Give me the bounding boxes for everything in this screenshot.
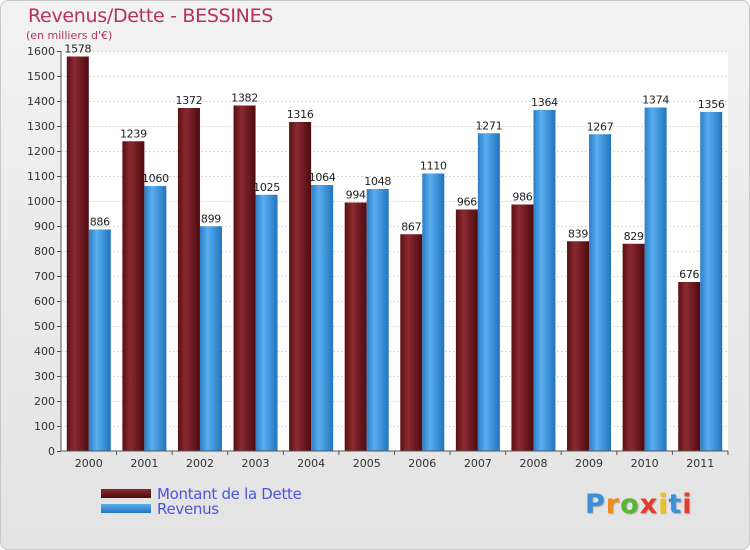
data-label: 1316 (287, 108, 314, 121)
y-tick-label: 300 (34, 370, 55, 383)
data-label: 1110 (420, 160, 447, 173)
logo-letter: t (668, 489, 683, 520)
bar-revenue-2003 (255, 194, 278, 451)
y-tick-label: 1400 (27, 95, 55, 108)
bar-revenue-2006 (422, 173, 445, 451)
bar-debt-2002 (177, 108, 200, 451)
y-tick-label: 0 (48, 445, 55, 458)
x-tick-label: 2010 (631, 457, 659, 470)
bar-debt-2009 (567, 241, 590, 451)
proxiti-logo: Proxiti (585, 489, 693, 520)
chart-subtitle: (en milliers d'€) (26, 29, 113, 42)
data-labels: 1578 886 1239 1060 1372 899 1382 1025 1316 1064 99… (64, 43, 725, 282)
legend-swatch-debt (101, 489, 151, 498)
bar-debt-2007 (455, 209, 478, 451)
data-label: 1356 (698, 98, 725, 111)
data-label: 1064 (309, 171, 336, 184)
logo-letter: i (658, 489, 669, 520)
logo-letter: i (682, 489, 693, 520)
y-tick-label: 900 (34, 220, 55, 233)
x-tick-label: 2002 (186, 457, 214, 470)
bar-revenue-2004 (311, 185, 334, 451)
bar-debt-2006 (400, 234, 423, 451)
data-label: 676 (679, 268, 699, 281)
x-tick-label: 2011 (686, 457, 714, 470)
data-label: 1382 (231, 92, 258, 105)
bar-revenue-2008 (533, 110, 556, 451)
y-tick-label: 200 (34, 395, 55, 408)
bar-debt-2005 (344, 202, 367, 451)
data-label: 1060 (142, 172, 169, 185)
legend-label-debt: Montant de la Dette (157, 485, 302, 503)
y-tick-label: 400 (34, 345, 55, 358)
grid-lines (61, 51, 728, 427)
x-tick-label: 2007 (464, 457, 492, 470)
data-label: 1372 (176, 94, 203, 107)
bar-debt-2001 (122, 141, 145, 451)
y-tick-label: 1200 (27, 145, 55, 158)
data-label: 1271 (475, 119, 502, 132)
x-tick-label: 2009 (575, 457, 603, 470)
data-label: 1364 (531, 96, 558, 109)
bar-revenue-2002 (199, 226, 222, 451)
logo-letter: o (620, 489, 640, 520)
y-tick-label: 1100 (27, 170, 55, 183)
bar-revenue-2007 (477, 133, 500, 451)
bar-debt-2003 (233, 105, 256, 451)
chart-title: Revenus/Dette - BESSINES (28, 5, 274, 27)
logo-letter: P (585, 489, 606, 520)
bar-revenue-2011 (700, 112, 723, 451)
data-label: 829 (624, 230, 644, 243)
bars (66, 56, 723, 451)
y-axis-ticks: 0 100 200 300 400 500 600 700 800 900 1000 1100 1200… (27, 45, 61, 458)
bar-revenue-2010 (644, 107, 667, 451)
y-tick-label: 1500 (27, 70, 55, 83)
y-tick-label: 500 (34, 320, 55, 333)
bar-revenue-2000 (88, 229, 111, 451)
y-tick-label: 600 (34, 295, 55, 308)
data-label: 886 (90, 216, 110, 229)
y-tick-label: 700 (34, 270, 55, 283)
data-label: 1374 (642, 94, 669, 107)
y-tick-label: 100 (34, 420, 55, 433)
x-tick-label: 2001 (130, 457, 158, 470)
y-tick-label: 1000 (27, 195, 55, 208)
bar-debt-2008 (511, 204, 534, 451)
logo-letter: x (639, 489, 659, 520)
logo-letter: r (605, 489, 621, 520)
data-label: 899 (201, 212, 221, 225)
data-label: 1239 (120, 127, 147, 140)
bar-debt-2011 (678, 282, 701, 451)
legend-label-revenue: Revenus (157, 500, 219, 518)
bar-debt-2000 (66, 56, 89, 451)
y-tick-label: 1600 (27, 45, 55, 58)
data-label: 1267 (587, 120, 614, 133)
data-label: 1578 (64, 43, 91, 56)
data-label: 1025 (253, 181, 280, 194)
x-tick-label: 2004 (297, 457, 325, 470)
legend-swatch-revenue (101, 504, 151, 513)
data-label: 839 (568, 227, 588, 240)
bar-revenue-2009 (589, 134, 612, 451)
data-label: 1048 (364, 175, 391, 188)
bar-debt-2004 (289, 122, 312, 451)
x-tick-label: 2008 (519, 457, 547, 470)
x-axis-ticks: 2000 2001 2002 2003 2004 2005 2006 2007 2008 2009… (75, 451, 729, 470)
y-tick-label: 800 (34, 245, 55, 258)
bar-debt-2010 (622, 243, 645, 451)
data-label: 986 (512, 191, 532, 204)
x-tick-label: 2000 (75, 457, 103, 470)
bar-revenue-2001 (144, 186, 167, 451)
y-tick-label: 1300 (27, 120, 55, 133)
x-tick-label: 2005 (353, 457, 381, 470)
bar-revenue-2005 (366, 189, 389, 451)
data-label: 867 (401, 220, 421, 233)
data-label: 994 (346, 189, 366, 202)
x-tick-label: 2006 (408, 457, 436, 470)
x-tick-label: 2003 (242, 457, 270, 470)
data-label: 966 (457, 196, 477, 209)
